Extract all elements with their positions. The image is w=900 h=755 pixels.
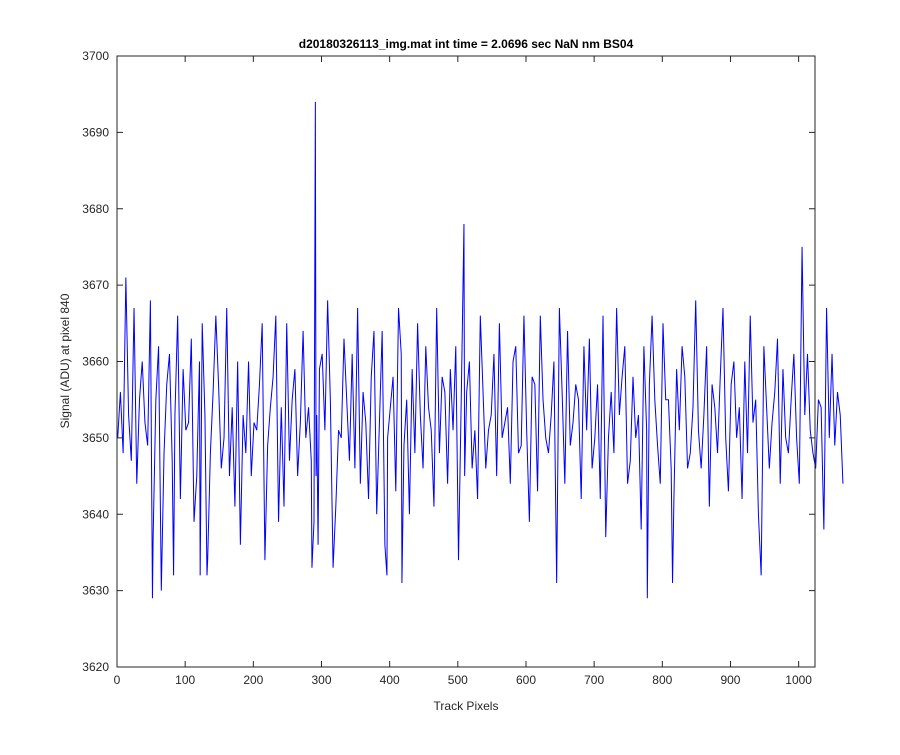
y-tick-label: 3620: [82, 660, 109, 674]
x-tick-label: 200: [243, 673, 263, 687]
x-axis-label: Track Pixels: [434, 699, 499, 713]
x-axis: 0 100 200 300 400 500 600 700 800 900 1000: [114, 56, 812, 687]
data-layer: [117, 101, 844, 599]
x-tick-label: 100: [175, 673, 195, 687]
x-tick-label: 700: [584, 673, 604, 687]
y-tick-label: 3660: [82, 355, 109, 369]
y-tick-label: 3700: [82, 49, 109, 63]
x-tick-label: 400: [380, 673, 400, 687]
x-tick-label: 500: [448, 673, 468, 687]
x-tick-label: 300: [311, 673, 331, 687]
y-tick-label: 3690: [82, 125, 109, 139]
x-tick-label: 900: [720, 673, 740, 687]
x-tick-label: 800: [652, 673, 672, 687]
y-tick-label: 3630: [82, 584, 109, 598]
series-line: [117, 101, 844, 599]
plot-background: [117, 56, 815, 667]
y-axis: 3620 3630 3640 3650 3660 3670 3680 3690 3700: [82, 49, 815, 674]
x-tick-label: 600: [516, 673, 536, 687]
y-tick-label: 3680: [82, 202, 109, 216]
y-axis-label: Signal (ADU) at pixel 840: [58, 293, 72, 428]
x-tick-label: 1000: [785, 673, 812, 687]
chart-title: d20180326113_img.mat int time = 2.0696 s…: [299, 37, 634, 51]
y-tick-label: 3650: [82, 431, 109, 445]
x-tick-label: 0: [114, 673, 121, 687]
y-tick-label: 3670: [82, 278, 109, 292]
y-tick-label: 3640: [82, 507, 109, 521]
